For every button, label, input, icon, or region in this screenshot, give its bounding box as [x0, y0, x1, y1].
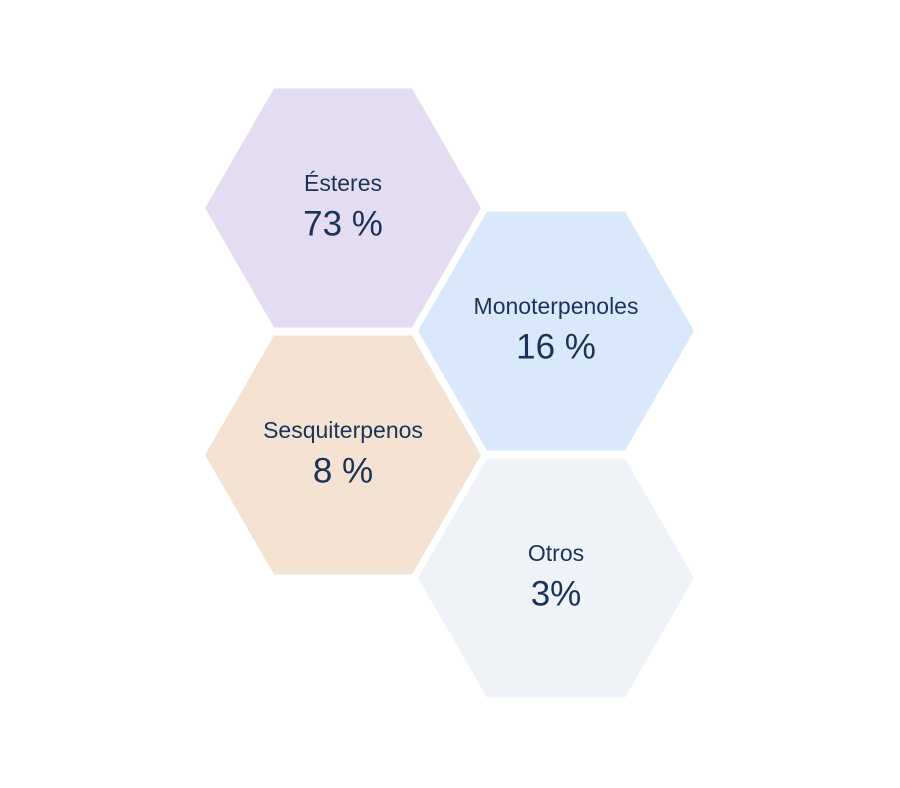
hexagon — [205, 88, 481, 328]
hexagon-group: Monoterpenoles 16 % — [418, 211, 694, 451]
hexagon-value: 16 % — [516, 327, 596, 366]
hexagon — [418, 211, 694, 451]
hexagon-value: 8 % — [313, 451, 373, 490]
hexagon-label: Monoterpenoles — [474, 293, 639, 319]
hexagon-group: Ésteres 73 % — [205, 88, 481, 328]
hexagon-value: 73 % — [303, 204, 383, 243]
hexagon-value: 3% — [531, 574, 582, 613]
hexagon-label: Ésteres — [304, 170, 382, 196]
hexagon-group: Sesquiterpenos 8 % — [205, 335, 481, 575]
hexagon-label: Sesquiterpenos — [263, 417, 423, 443]
hexagon — [418, 458, 694, 698]
hexagon — [205, 335, 481, 575]
hexagon-label: Otros — [528, 540, 584, 566]
hexagon-group: Otros 3% — [418, 458, 694, 698]
